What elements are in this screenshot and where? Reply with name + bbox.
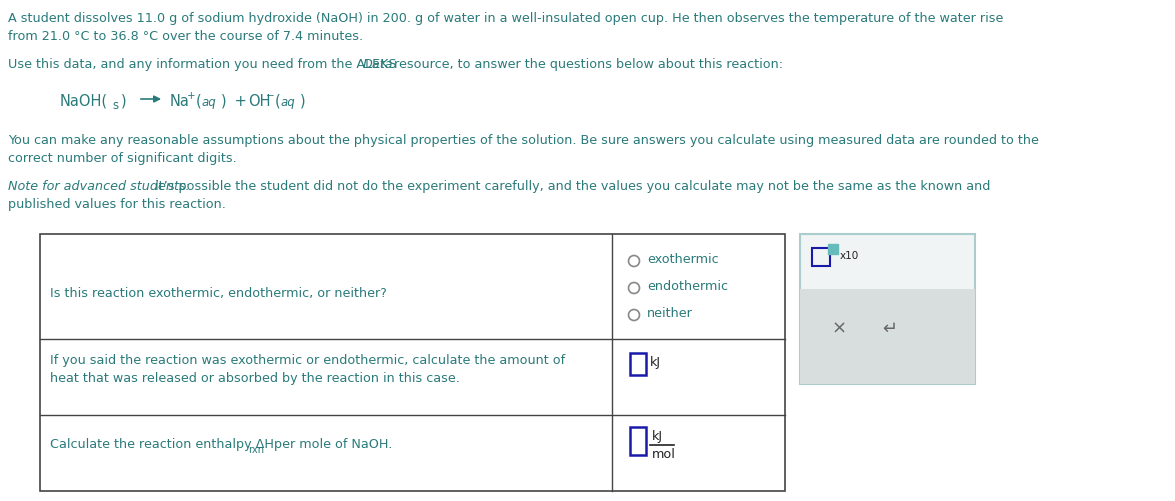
Text: kJ: kJ <box>650 355 662 368</box>
Text: You can make any reasonable assumptions about the physical properties of the sol: You can make any reasonable assumptions … <box>8 134 1039 147</box>
Bar <box>40 234 785 491</box>
Text: OH: OH <box>248 94 270 109</box>
Bar <box>630 353 646 375</box>
Text: ↵: ↵ <box>882 319 898 337</box>
Text: endothermic: endothermic <box>647 280 728 293</box>
Text: A student dissolves 11.0 g of sodium hydroxide (NaOH) in 200. g of water in a we: A student dissolves 11.0 g of sodium hyd… <box>8 12 1003 25</box>
Text: Note for advanced students:: Note for advanced students: <box>8 180 190 192</box>
Text: mol: mol <box>652 447 676 460</box>
Text: +: + <box>230 94 251 109</box>
Text: published values for this reaction.: published values for this reaction. <box>8 197 226 210</box>
Text: resource, to answer the questions below about this reaction:: resource, to answer the questions below … <box>390 58 783 71</box>
Text: aq: aq <box>281 96 296 109</box>
Text: −: − <box>266 91 275 101</box>
Text: +: + <box>187 91 195 101</box>
Text: Calculate the reaction enthalpy ΔH: Calculate the reaction enthalpy ΔH <box>51 437 274 450</box>
Bar <box>800 234 975 384</box>
Text: it’s possible the student did not do the experiment carefully, and the values yo: it’s possible the student did not do the… <box>152 180 991 192</box>
Text: ): ) <box>221 94 227 109</box>
Text: NaOH(: NaOH( <box>60 94 108 109</box>
Text: per mole of NaOH.: per mole of NaOH. <box>270 437 392 450</box>
Bar <box>828 244 838 255</box>
Text: correct number of significant digits.: correct number of significant digits. <box>8 152 236 165</box>
Text: (: ( <box>196 94 202 109</box>
Text: s: s <box>112 99 119 112</box>
Text: Data: Data <box>363 58 394 71</box>
Text: If you said the reaction was exothermic or endothermic, calculate the amount of: If you said the reaction was exothermic … <box>51 353 565 366</box>
Text: heat that was released or absorbed by the reaction in this case.: heat that was released or absorbed by th… <box>51 371 459 384</box>
Text: ): ) <box>121 94 127 109</box>
Text: neither: neither <box>647 307 693 319</box>
Text: ×: × <box>832 319 847 337</box>
Text: from 21.0 °C to 36.8 °C over the course of 7.4 minutes.: from 21.0 °C to 36.8 °C over the course … <box>8 30 363 43</box>
Text: Use this data, and any information you need from the ALEKS: Use this data, and any information you n… <box>8 58 401 71</box>
Text: Is this reaction exothermic, endothermic, or neither?: Is this reaction exothermic, endothermic… <box>51 287 387 300</box>
Bar <box>630 427 646 455</box>
Text: exothermic: exothermic <box>647 253 719 266</box>
Text: aq: aq <box>202 96 216 109</box>
Bar <box>812 248 830 267</box>
Text: ): ) <box>300 94 306 109</box>
Text: x10: x10 <box>840 250 859 261</box>
Text: (: ( <box>275 94 281 109</box>
Text: rxn: rxn <box>248 444 264 454</box>
Bar <box>800 290 975 384</box>
Text: kJ: kJ <box>652 429 663 442</box>
Text: Na: Na <box>170 94 190 109</box>
